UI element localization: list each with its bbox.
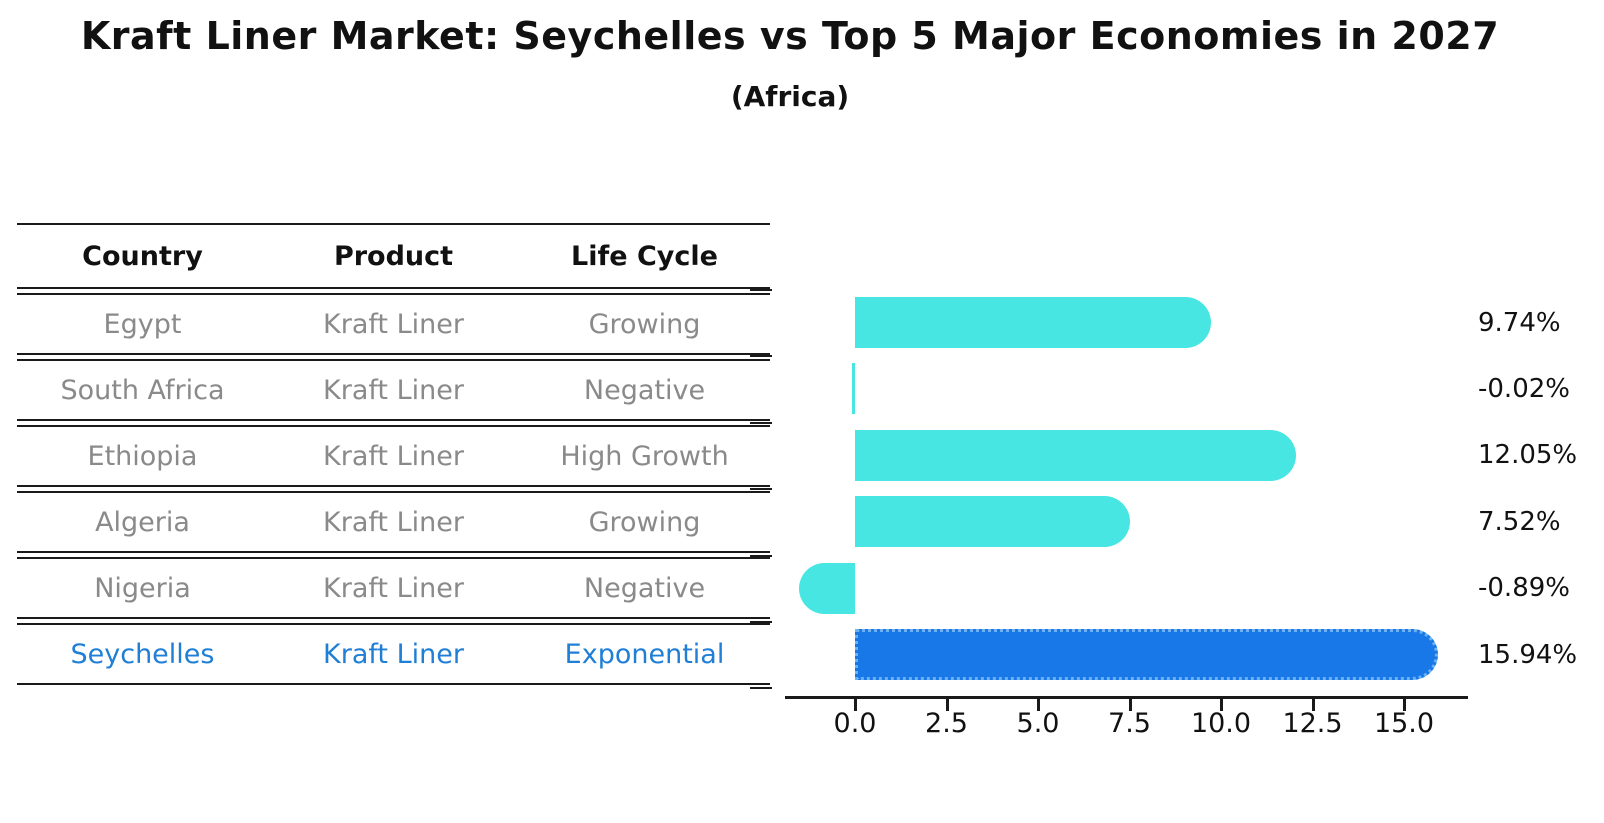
bar-value-label: 7.52% [1478, 506, 1561, 537]
y-axis-tick [750, 687, 772, 690]
x-axis-tick-label: 7.5 [1108, 708, 1151, 739]
cell-product: Kraft Liner [323, 308, 464, 340]
x-axis-tick [1128, 699, 1132, 711]
bar-egypt [855, 297, 1212, 348]
chart-title: Kraft Liner Market: Seychelles vs Top 5 … [80, 14, 1500, 58]
cell-country: Seychelles [70, 638, 215, 670]
cell-life-cycle: Growing [588, 308, 701, 340]
cell-product: Kraft Liner [323, 572, 464, 604]
bar-algeria [855, 496, 1131, 548]
cell-country: South Africa [60, 374, 225, 406]
y-axis-tick [750, 421, 772, 424]
cell-life-cycle: High Growth [560, 440, 729, 472]
bar-value-label: 9.74% [1478, 307, 1561, 338]
bar-south-africa [852, 363, 855, 415]
x-axis-tick [1403, 699, 1406, 711]
table-row-algeria: Algeria Kraft Liner Growing [17, 491, 770, 553]
y-axis-tick [750, 621, 772, 623]
table-row-ethiopia: Ethiopia Kraft Liner High Growth [17, 425, 770, 487]
cell-life-cycle: Growing [588, 506, 701, 538]
x-axis-tick-label: 12.5 [1282, 708, 1343, 739]
y-axis-tick [750, 289, 772, 291]
country-table: Country Product Life Cycle Egypt Kraft L… [17, 223, 770, 685]
x-axis-tick-label: 2.5 [925, 708, 968, 739]
cell-product: Kraft Liner [323, 506, 464, 538]
x-axis-tick [945, 699, 949, 711]
x-axis-tick-label: 15.0 [1373, 708, 1435, 739]
cell-life-cycle: Exponential [564, 638, 725, 670]
table-header-row: Country Product Life Cycle [17, 223, 770, 289]
bar-seychelles [855, 629, 1439, 680]
x-axis-tick [854, 699, 857, 711]
bar-value-label: -0.89% [1478, 573, 1570, 604]
x-axis-tick [1220, 699, 1223, 711]
x-axis-tick-label: 5.0 [1016, 708, 1060, 739]
table-row-seychelles: Seychelles Kraft Liner Exponential [17, 623, 770, 685]
y-axis-tick [750, 488, 772, 491]
cell-product: Kraft Liner [323, 374, 464, 406]
x-axis-line [785, 696, 1468, 699]
bar-value-label: 15.94% [1478, 639, 1578, 670]
bar-value-label: -0.02% [1478, 373, 1570, 404]
x-axis-tick [1037, 699, 1040, 711]
cell-life-cycle: Negative [583, 374, 706, 406]
column-header-life-cycle: Life Cycle [571, 240, 718, 272]
table-row-nigeria: Nigeria Kraft Liner Negative [17, 557, 770, 619]
bar-ethiopia [855, 429, 1297, 481]
cell-country: Ethiopia [87, 440, 198, 472]
cell-product: Kraft Liner [323, 638, 464, 670]
cell-country: Nigeria [94, 572, 191, 604]
cell-life-cycle: Negative [583, 572, 706, 604]
y-axis-tick [750, 355, 772, 358]
column-header-country: Country [82, 240, 203, 272]
chart-subtitle: (Africa) [730, 80, 850, 113]
y-axis-tick [750, 554, 772, 557]
table-row-egypt: Egypt Kraft Liner Growing [17, 293, 770, 355]
x-axis-tick-label: 10.0 [1190, 708, 1252, 739]
bar-value-label: 12.05% [1478, 440, 1578, 471]
x-axis-tick [1311, 699, 1315, 711]
column-header-product: Product [333, 240, 454, 272]
cell-country: Egypt [103, 308, 182, 340]
bar-nigeria [799, 562, 855, 614]
cell-country: Algeria [95, 506, 190, 538]
x-axis-tick-label: 0.0 [833, 708, 877, 739]
table-row-south-africa: South Africa Kraft Liner Negative [17, 359, 770, 421]
cell-product: Kraft Liner [323, 440, 464, 472]
